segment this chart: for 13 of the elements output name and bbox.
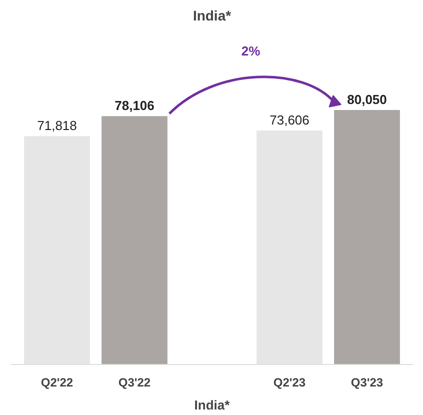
- data-label: 78,106: [114, 98, 154, 114]
- data-label: 80,050: [347, 92, 387, 107]
- bar: [334, 110, 400, 364]
- data-label: 71,818: [37, 118, 77, 134]
- x-tick-label: Q2'22: [40, 376, 74, 390]
- chart-title: India*: [192, 8, 232, 24]
- text: 2%: [241, 44, 261, 59]
- bar: [102, 116, 168, 364]
- x-tick-label: Q2'23: [273, 376, 306, 390]
- data-label: 73,606: [270, 112, 310, 128]
- x-axis-title: India*: [194, 398, 231, 412]
- x-tick-label: Q3'22: [118, 376, 151, 390]
- x-tick-label: Q3'23: [350, 376, 384, 390]
